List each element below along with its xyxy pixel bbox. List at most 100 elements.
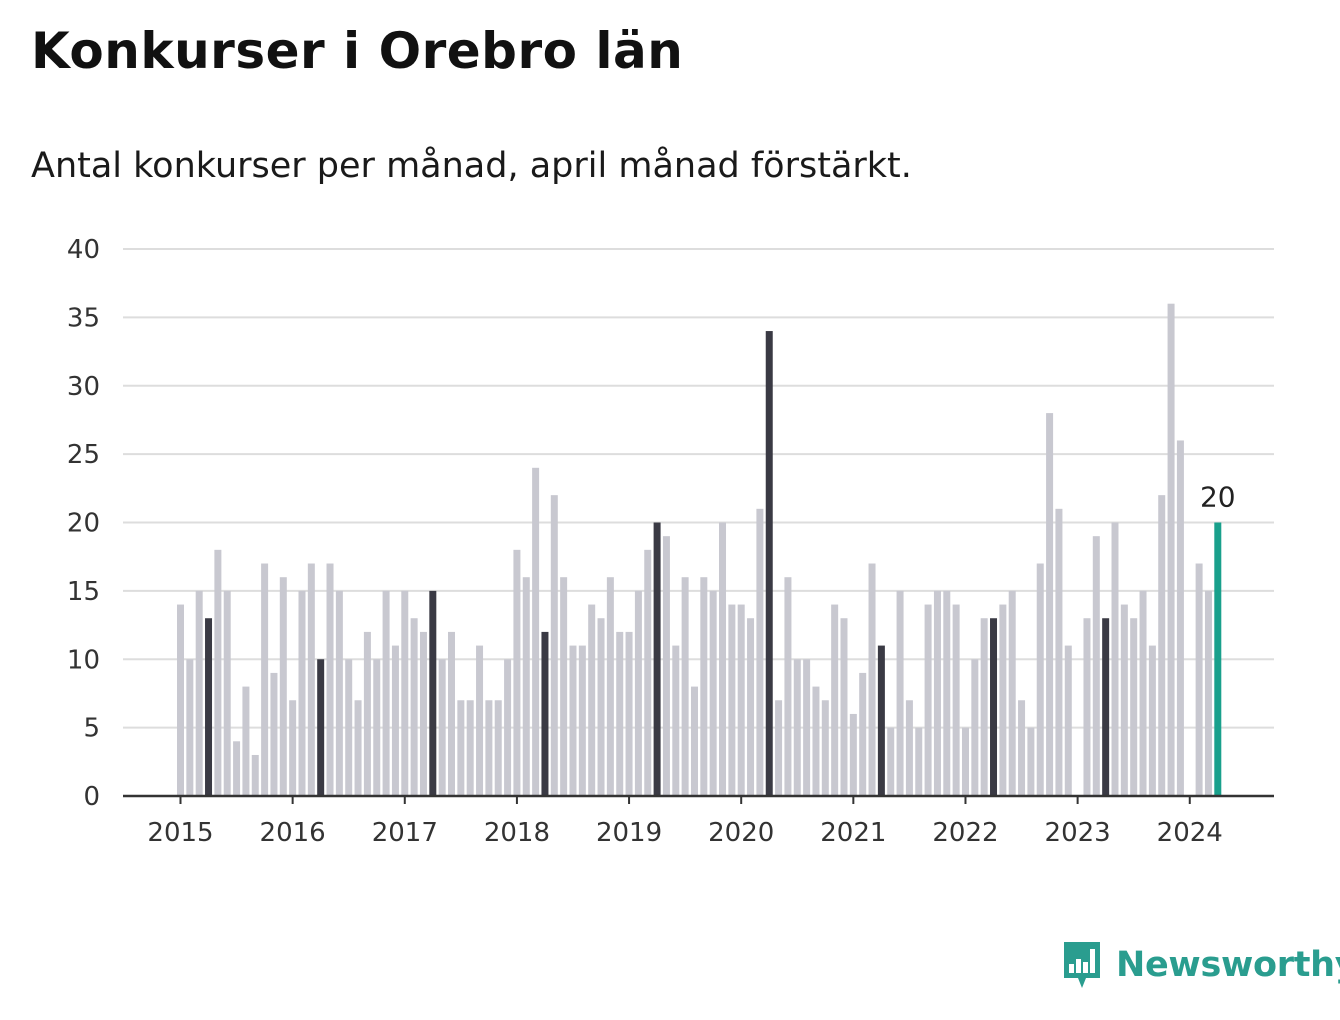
bar (690, 686, 698, 796)
bar (466, 700, 474, 796)
bar (410, 618, 418, 796)
bar (242, 686, 250, 796)
annotations: 20 (1200, 481, 1236, 514)
bar (270, 672, 278, 796)
bar (999, 604, 1007, 796)
bar (1204, 590, 1212, 797)
bar (569, 645, 577, 796)
bar (980, 618, 988, 796)
chart-title: Konkurser i Orebro län (31, 22, 684, 80)
bar-latest (1214, 522, 1222, 796)
bar (700, 577, 708, 796)
y-tick-label: 25 (67, 440, 100, 470)
bar (578, 645, 586, 796)
y-tick-label: 0 (83, 782, 100, 812)
bar-april (317, 659, 325, 796)
brand-logo: Newsworthy (1062, 940, 1340, 990)
x-tick-label: 2018 (484, 818, 550, 848)
bar (775, 700, 783, 796)
bar (896, 590, 904, 797)
y-tick-label: 20 (67, 509, 100, 539)
bar (662, 536, 670, 796)
bar (438, 659, 446, 796)
bar (382, 590, 390, 797)
bar (401, 590, 409, 797)
bar (1018, 700, 1026, 796)
bar (868, 563, 876, 796)
bar-april (541, 631, 549, 796)
x-tick-label: 2016 (260, 818, 326, 848)
x-tick-label: 2024 (1157, 818, 1223, 848)
bar (625, 631, 633, 796)
bar (681, 577, 689, 796)
bar (849, 713, 857, 796)
bar (326, 563, 334, 796)
bar (476, 645, 484, 796)
bar (391, 645, 399, 796)
bar-april (205, 618, 213, 796)
bar (924, 604, 932, 796)
bar (1195, 563, 1203, 796)
bar (803, 659, 811, 796)
bar (307, 563, 315, 796)
bar (419, 631, 427, 796)
bar (298, 590, 306, 797)
bar (793, 659, 801, 796)
bar (1092, 536, 1100, 796)
bar (513, 549, 521, 796)
bar-april (990, 618, 998, 796)
bar (186, 659, 194, 796)
bar (915, 727, 923, 797)
bar (1167, 303, 1175, 796)
bar (644, 549, 652, 796)
bar (840, 618, 848, 796)
bar-april (765, 331, 773, 796)
bar (1158, 495, 1166, 796)
bar-april (877, 645, 885, 796)
x-tick-label: 2019 (596, 818, 662, 848)
bar (784, 577, 792, 796)
bar (195, 590, 203, 797)
bar (1008, 590, 1016, 797)
y-tick-label: 5 (83, 714, 100, 744)
bar (1036, 563, 1044, 796)
x-tick-label: 2022 (932, 818, 998, 848)
y-axis-ticks: 0 5 10 15 20 25 30 35 40 (67, 235, 100, 812)
bar (1046, 413, 1054, 796)
bar-april (429, 590, 437, 797)
x-tick-label: 2021 (820, 818, 886, 848)
bar (251, 754, 259, 796)
bar (373, 659, 381, 796)
bar (634, 590, 642, 797)
bar (952, 604, 960, 796)
y-tick-label: 10 (67, 645, 100, 675)
bar (494, 700, 502, 796)
bar (812, 686, 820, 796)
y-tick-label: 15 (67, 577, 100, 607)
bar (363, 631, 371, 796)
brand-name: Newsworthy (1116, 945, 1340, 985)
bar (1176, 440, 1184, 796)
bar (616, 631, 624, 796)
bar (261, 563, 269, 796)
bar (233, 741, 241, 796)
x-tick-label: 2020 (708, 818, 774, 848)
bar (279, 577, 287, 796)
chart-subtitle: Antal konkurser per månad, april månad f… (31, 146, 912, 186)
bar (943, 590, 951, 797)
bar (354, 700, 362, 796)
bar (289, 700, 297, 796)
bar (971, 659, 979, 796)
bar (560, 577, 568, 796)
bar (588, 604, 596, 796)
bar (672, 645, 680, 796)
bar (1111, 522, 1119, 796)
data-label: 20 (1200, 481, 1236, 514)
bar (345, 659, 353, 796)
bar-april (1102, 618, 1110, 796)
bar (606, 577, 614, 796)
bar (504, 659, 512, 796)
bar (709, 590, 717, 797)
bar (831, 604, 839, 796)
